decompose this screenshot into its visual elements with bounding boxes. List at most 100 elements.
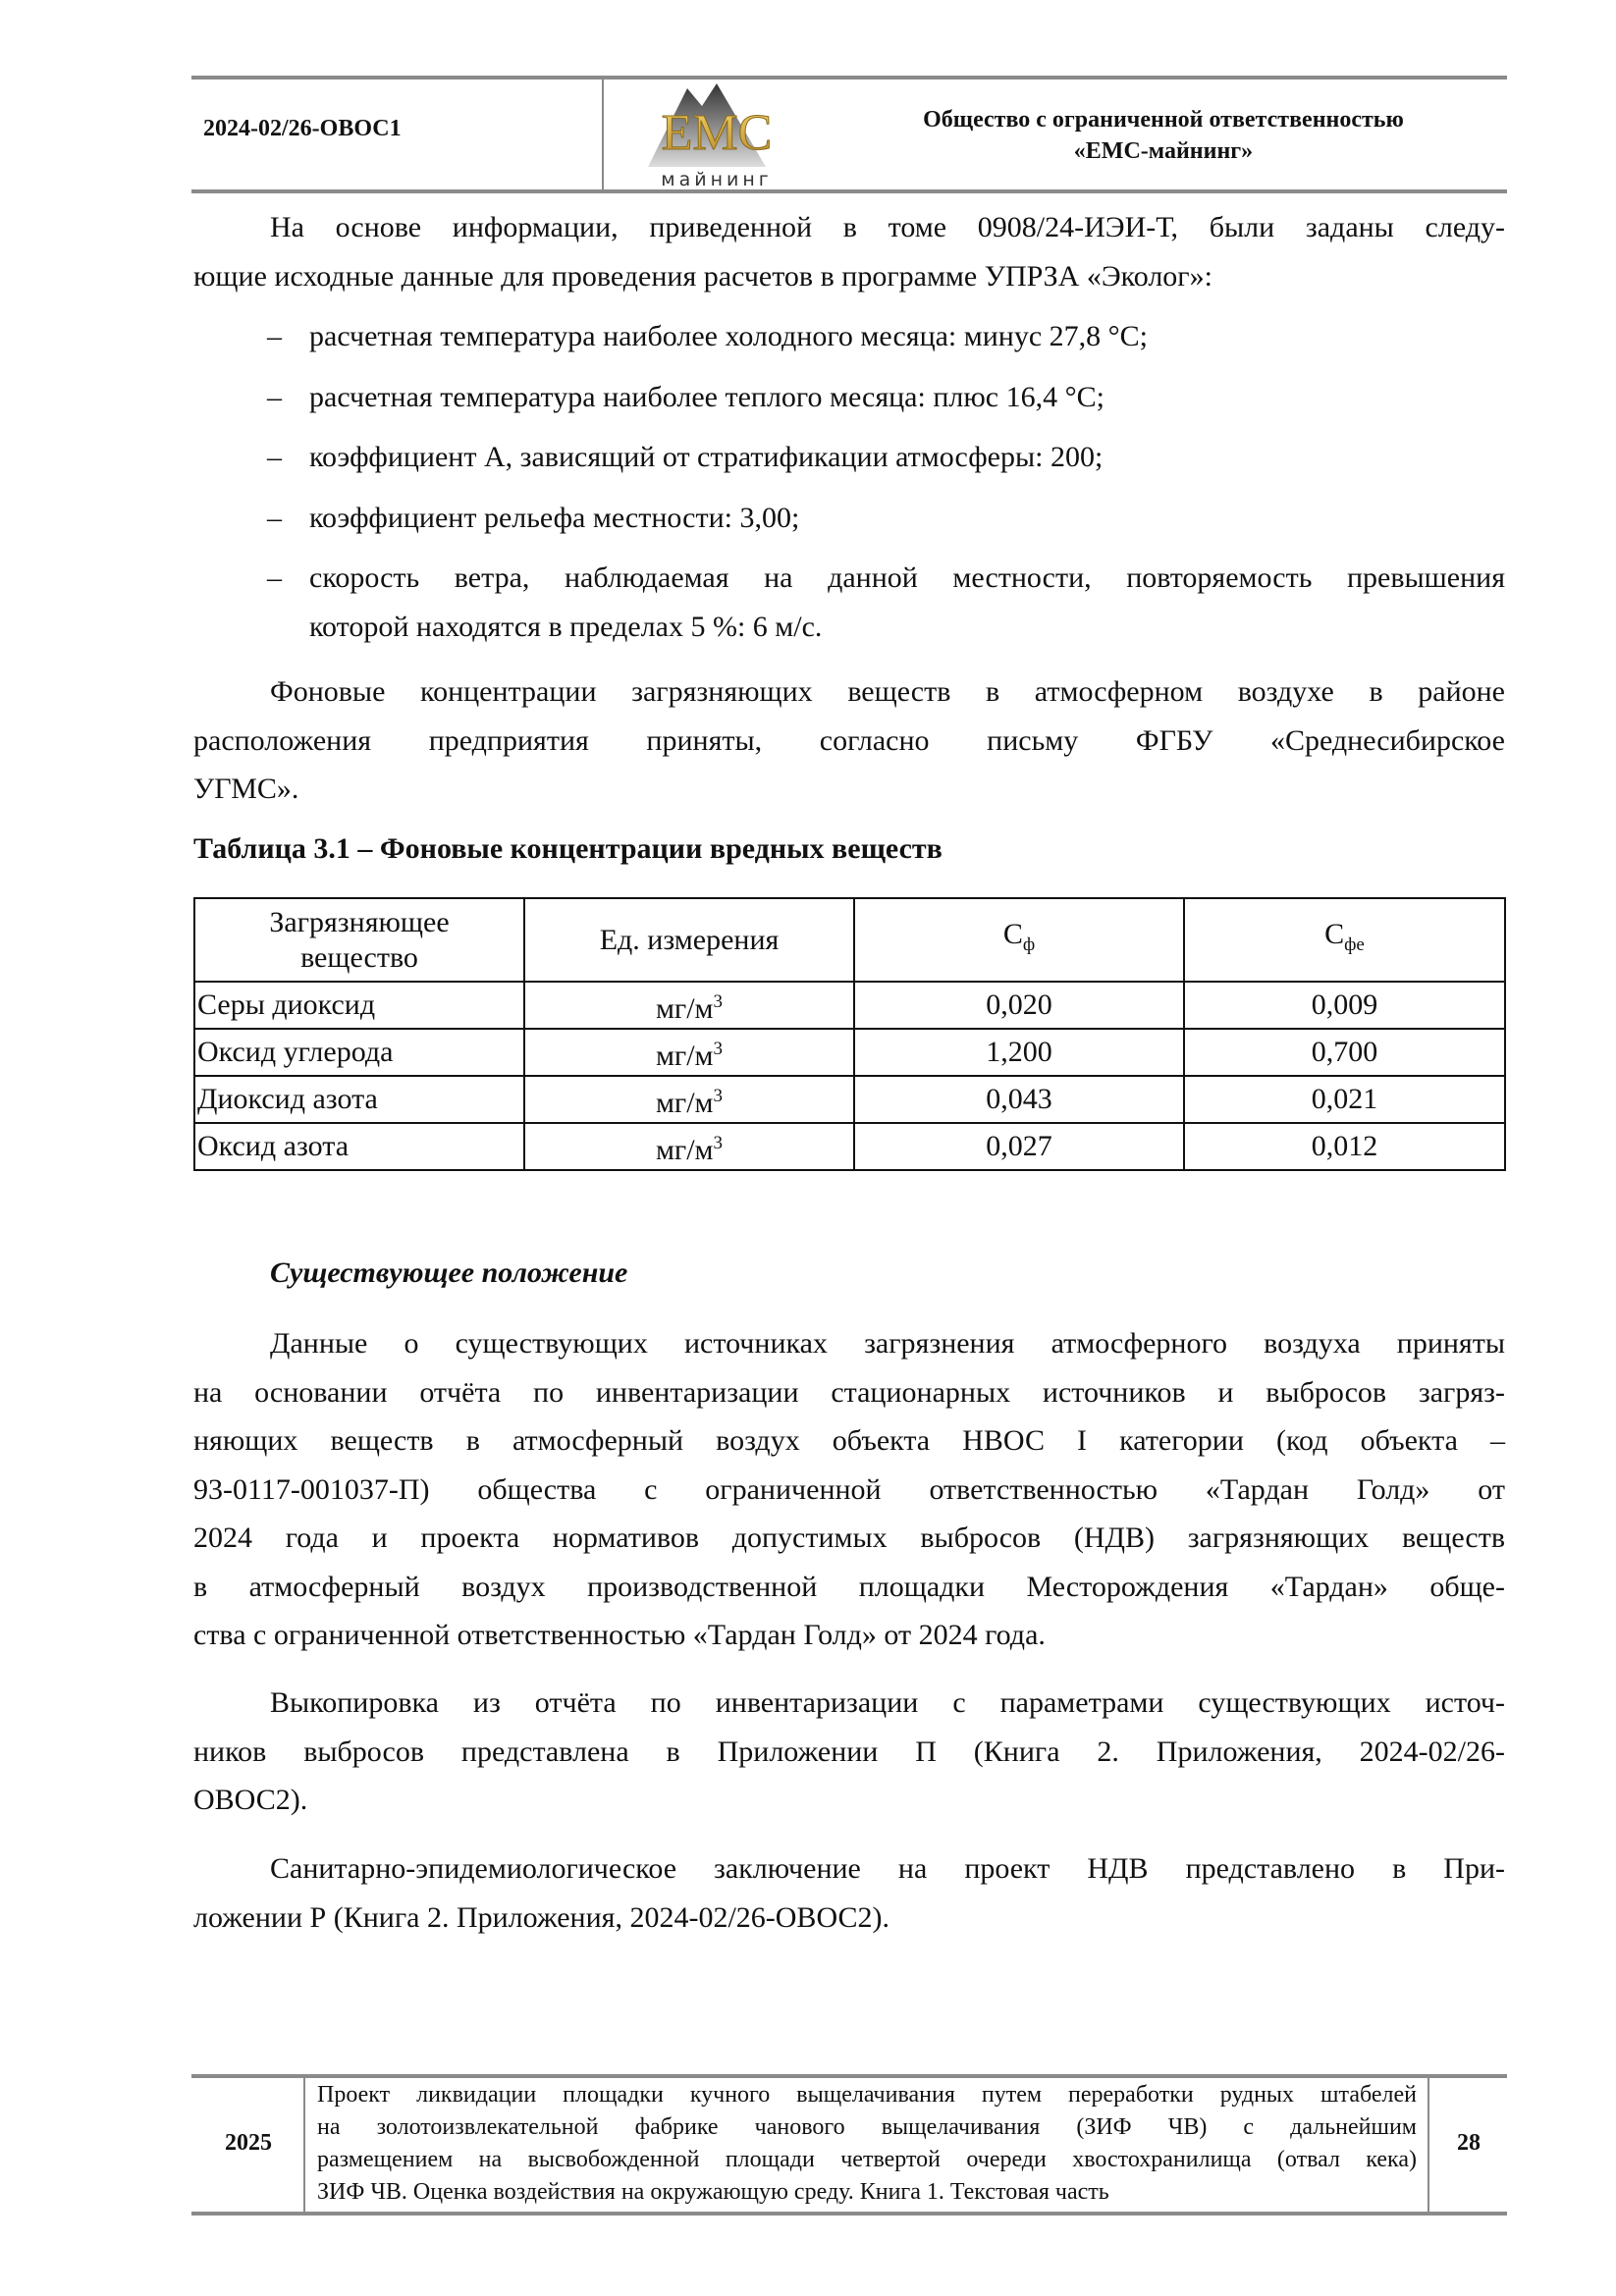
- footer-top-rule: [191, 2074, 1507, 2078]
- cell-cf: 0,027: [853, 1122, 1185, 1171]
- cell-cfe: 0,021: [1183, 1075, 1506, 1124]
- bullet-item: – скорость ветра, наблюдаемая на данной м…: [193, 554, 1505, 603]
- text-line: Данные о существующих источниках загрязн…: [270, 1327, 1505, 1360]
- company-logo: EMC майнинг: [648, 83, 773, 188]
- header-text: вещество: [300, 940, 418, 974]
- header-subscript: фе: [1344, 934, 1365, 955]
- bullet-item: – коэффициент А, зависящий от стратификац…: [193, 433, 1505, 482]
- svg-text:майнинг: майнинг: [661, 169, 773, 188]
- unit-exponent: 3: [713, 1038, 724, 1059]
- text-line: ОВОС2).: [193, 1784, 308, 1816]
- cell-cfe: 0,700: [1183, 1028, 1506, 1077]
- bullet-dash: –: [267, 441, 282, 473]
- cell-unit: мг/м3: [523, 981, 855, 1030]
- org-line-1: Общество с ограниченной ответственностью: [923, 107, 1404, 133]
- text-line: Санитарно-эпидемиологическое заключение …: [270, 1852, 1505, 1885]
- cell-cf: 0,020: [853, 981, 1185, 1030]
- section-heading: Существующее положение: [270, 1256, 628, 1289]
- bullet-text: расчетная температура наиболее холодного…: [309, 320, 1149, 352]
- bullet-text: коэффициент А, зависящий от стратификаци…: [309, 441, 1104, 473]
- text-line: ющие исходные данные для проведения расч…: [193, 259, 1212, 293]
- unit-text: мг/м: [655, 1039, 714, 1072]
- unit-text: мг/м: [655, 1086, 714, 1119]
- text-line: ства с ограниченной ответственностью «Та…: [193, 1619, 1046, 1651]
- text-line: ников выбросов представлена в Приложении…: [193, 1735, 1505, 1768]
- bullet-dash: –: [267, 501, 282, 534]
- bullet-dash: –: [267, 380, 282, 413]
- footer-line: на золотоизвлекательной фабрике чанового…: [317, 2114, 1417, 2140]
- header-cf: Сф: [853, 897, 1185, 983]
- bullet-text: расчетная температура наиболее теплого м…: [309, 380, 1104, 413]
- cell-unit: мг/м3: [523, 1075, 855, 1124]
- footer-line: Проект ликвидации площадки кучного выщел…: [317, 2082, 1417, 2108]
- text-line: На основе информации, приведенной в томе…: [270, 211, 1505, 243]
- text-line: в атмосферный воздух производственной пл…: [193, 1570, 1505, 1603]
- bullet-dash: –: [267, 320, 282, 352]
- header-top-rule: [191, 76, 1507, 80]
- organization-name: Общество с ограниченной ответственностью…: [825, 104, 1502, 167]
- text-line: 93-0117-001037-П) общества с ограниченно…: [193, 1472, 1505, 1506]
- document-code: 2024-02/26-ОВОС1: [203, 116, 402, 141]
- bullet-item: – коэффициент рельефа местности: 3,00;: [193, 494, 1505, 543]
- unit-exponent: 3: [713, 1085, 724, 1106]
- table-caption: Таблица 3.1 – Фоновые концентрации вредн…: [193, 832, 943, 865]
- header-substance: Загрязняющее вещество: [193, 897, 525, 983]
- unit-text: мг/м: [655, 1133, 714, 1166]
- header-unit: Ед. измерения: [523, 897, 855, 983]
- table-row: Оксид азота мг/м3 0,027 0,012: [193, 1122, 1506, 1171]
- paragraph-existing-sources: Данные о существующих источниках загрязн…: [193, 1319, 1505, 1660]
- footer-line: ЗИФ ЧВ. Оценка воздействия на окружающую…: [317, 2179, 1109, 2205]
- bullet-item: – расчетная температура наиболее теплого …: [193, 373, 1505, 422]
- bullet-text: коэффициент рельефа местности: 3,00;: [309, 501, 800, 534]
- cell-cfe: 0,012: [1183, 1122, 1506, 1171]
- cell-substance: Оксид азота: [193, 1122, 525, 1171]
- unit-exponent: 3: [713, 990, 724, 1012]
- text-line: расположения предприятия приняты, соглас…: [193, 723, 1505, 757]
- text-line: на основании отчёта по инвентаризации ст…: [193, 1375, 1505, 1409]
- table-row: Оксид углерода мг/м3 1,200 0,700: [193, 1028, 1506, 1077]
- footer-line: размещением на высвобожденной площади че…: [317, 2147, 1417, 2172]
- paragraph-intro: На основе информации, приведенной в томе…: [193, 203, 1505, 651]
- paragraph-extract: Выкопировка из отчёта по инвентаризации …: [193, 1679, 1505, 1825]
- header-subscript: ф: [1022, 934, 1036, 955]
- header-text: С: [1324, 918, 1345, 950]
- footer-year: 2025: [225, 2130, 272, 2156]
- unit-exponent: 3: [713, 1132, 724, 1153]
- text-line: Выкопировка из отчёта по инвентаризации …: [270, 1686, 1505, 1719]
- cell-substance: Диоксид азота: [193, 1075, 525, 1124]
- unit-text: мг/м: [655, 991, 714, 1025]
- paragraph-background: Фоновые концентрации загрязняющих вещест…: [193, 667, 1505, 814]
- bullet-dash: –: [267, 561, 282, 594]
- cell-unit: мг/м3: [523, 1028, 855, 1077]
- cell-unit: мг/м3: [523, 1122, 855, 1171]
- bullet-text: которой находятся в пределах 5 %: 6 м/с.: [309, 610, 823, 643]
- org-line-2: «ЕМС-майнинг»: [1073, 138, 1254, 164]
- paragraph-sanitary: Санитарно-эпидемиологическое заключение …: [193, 1844, 1505, 1942]
- footer-divider: [303, 2077, 305, 2213]
- cell-substance: Серы диоксид: [193, 981, 525, 1030]
- cell-cfe: 0,009: [1183, 981, 1506, 1030]
- header-bottom-rule: [191, 189, 1507, 193]
- text-line: ложении Р (Книга 2. Приложения, 2024-02/…: [193, 1900, 889, 1934]
- table-row: Серы диоксид мг/м3 0,020 0,009: [193, 981, 1506, 1030]
- table-header-row: Загрязняющее вещество Ед. измерения Сф Сф…: [193, 897, 1506, 983]
- footer-divider: [1427, 2077, 1429, 2213]
- text-line: няющих веществ в атмосферный воздух объе…: [193, 1424, 1505, 1457]
- text-line: Фоновые концентрации загрязняющих вещест…: [270, 675, 1505, 708]
- table-row: Диоксид азота мг/м3 0,043 0,021: [193, 1075, 1506, 1124]
- cell-cf: 0,043: [853, 1075, 1185, 1124]
- page-number: 28: [1457, 2130, 1481, 2156]
- header-text: С: [1002, 918, 1023, 950]
- header-divider: [602, 79, 604, 190]
- footer-project-title: Проект ликвидации площадки кучного выщел…: [317, 2079, 1417, 2209]
- header-cfe: Сфе: [1183, 897, 1506, 983]
- cell-cf: 1,200: [853, 1028, 1185, 1077]
- text-line: 2024 года и проекта нормативов допустимы…: [193, 1522, 1505, 1554]
- bullet-text: скорость ветра, наблюдаемая на данной ме…: [309, 561, 1505, 594]
- text-line: УГМС».: [193, 773, 299, 805]
- bullet-item: – расчетная температура наиболее холодног…: [193, 312, 1505, 361]
- svg-text:EMC: EMC: [662, 105, 773, 161]
- footer-bottom-rule: [191, 2212, 1507, 2216]
- background-concentrations-table: Загрязняющее вещество Ед. измерения Сф Сф…: [193, 897, 1506, 1171]
